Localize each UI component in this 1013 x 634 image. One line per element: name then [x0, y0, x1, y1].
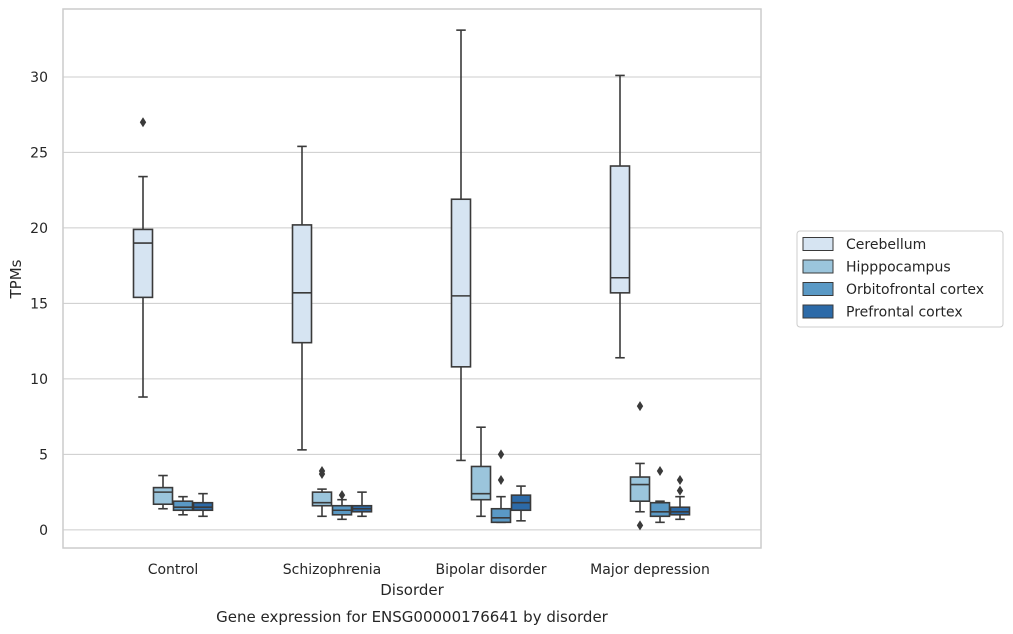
box-series — [132, 29, 691, 531]
outlier-point — [338, 490, 346, 501]
box-iqr — [311, 491, 333, 507]
x-tick-label: Bipolar disorder — [435, 562, 546, 578]
box-iqr — [152, 486, 174, 506]
y-axis-label: TPMs — [7, 259, 25, 299]
outlier-point — [497, 475, 505, 486]
y-tick-label: 30 — [30, 70, 48, 86]
y-tick-label: 0 — [39, 523, 48, 539]
outlier-point — [676, 475, 684, 486]
box-group — [172, 495, 194, 516]
box-group — [609, 74, 631, 359]
box-group — [470, 426, 492, 518]
box-group — [510, 485, 532, 522]
legend: Cerebellum Hipppocampus Orbitofrontal cort… — [796, 230, 1004, 328]
outlier-point — [497, 449, 505, 460]
y-tick-label: 15 — [30, 296, 48, 312]
plot-frame — [62, 8, 762, 549]
legend-swatch — [802, 304, 834, 319]
outlier-point — [656, 466, 664, 476]
legend-label: Prefrontal cortex — [846, 305, 963, 321]
outlier-point — [676, 485, 684, 496]
outlier-point — [636, 401, 644, 412]
gridlines — [63, 76, 761, 531]
y-tick-label: 20 — [30, 221, 48, 237]
legend-swatch — [802, 237, 834, 251]
box-group — [331, 490, 353, 521]
box-iqr — [450, 198, 472, 368]
outlier-point — [636, 520, 644, 531]
legend-items: Cerebellum Hipppocampus Orbitofrontal cort… — [802, 237, 984, 321]
y-tick-label: 10 — [30, 372, 48, 388]
legend-swatch — [802, 282, 834, 296]
y-tick-label: 25 — [30, 145, 48, 161]
y-tick-label: 5 — [39, 447, 48, 463]
box-iqr — [609, 165, 631, 294]
chart-caption: Gene expression for ENSG00000176641 by d… — [216, 608, 609, 626]
x-tick-label: Schizophrenia — [283, 562, 381, 578]
box-group — [132, 117, 154, 398]
legend-label: Hipppocampus — [846, 260, 951, 276]
box-group — [152, 474, 174, 510]
box-group — [669, 475, 691, 521]
legend-frame — [796, 230, 1004, 328]
box-group — [629, 401, 651, 531]
box-group — [311, 466, 333, 518]
box-group — [291, 145, 313, 451]
box-iqr — [132, 228, 154, 299]
legend-label: Orbitofrontal cortex — [846, 282, 984, 298]
x-tick-label: Control — [148, 562, 199, 578]
legend-label: Cerebellum — [846, 237, 926, 253]
box-group — [351, 491, 373, 518]
box-iqr — [291, 224, 313, 344]
box-iqr — [649, 501, 671, 518]
box-group — [450, 29, 472, 462]
box-iqr — [470, 465, 492, 501]
box-iqr — [172, 500, 194, 512]
x-tick-label: Major depression — [590, 562, 710, 578]
legend-swatch — [802, 259, 834, 274]
box-iqr — [629, 476, 651, 502]
box-group — [192, 492, 214, 518]
outlier-point — [318, 466, 326, 476]
box-group — [490, 449, 512, 524]
outlier-point — [139, 117, 147, 128]
x-tick-labels: Control Schizophrenia Bipolar disorder Majo… — [148, 562, 710, 578]
y-tick-labels: 0 5 10 15 20 25 30 — [30, 70, 48, 539]
box-iqr — [490, 507, 512, 524]
box-group — [649, 466, 671, 524]
x-axis-label: Disorder — [380, 581, 444, 599]
